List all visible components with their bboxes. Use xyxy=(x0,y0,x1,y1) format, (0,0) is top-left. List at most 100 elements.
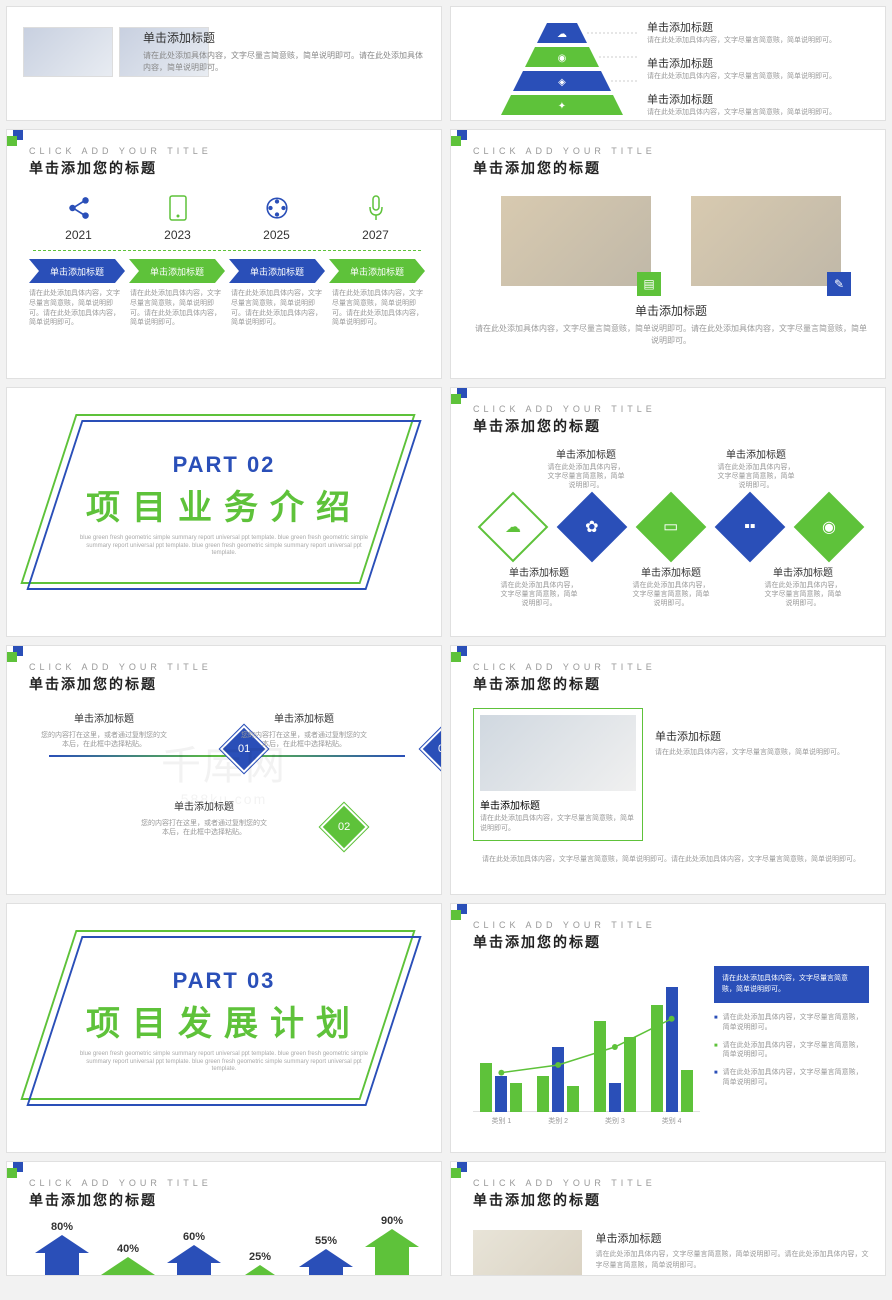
slide-title: 单击添加您的标题 xyxy=(29,1190,425,1210)
pct-arrow: 90% xyxy=(365,1229,419,1276)
item-desc: 请在此处添加具体内容，文字尽量言简意赅，简单说明即可。 xyxy=(655,748,869,758)
item-desc: 您的内容打在这里，或者通过复制您的文本后，在此框中选择粘贴。 xyxy=(239,731,369,749)
item-title: 单击添加标题 xyxy=(499,564,579,579)
user-icon: ◉ xyxy=(822,517,836,537)
bar xyxy=(537,1076,549,1112)
slide-arrow-pct: CLICK ADD YOUR TITLE 单击添加您的标题 80% 40% 60… xyxy=(6,1161,442,1276)
legend-item: 请在此处添加具体内容，文字尽量言简意赅，简单说明即可。 xyxy=(714,1068,869,1088)
svg-text:◈: ◈ xyxy=(558,77,566,88)
item-desc: 请在此处添加具体内容，文字尽量言简意赅，简单说明即可。 xyxy=(499,581,579,608)
bar xyxy=(624,1037,636,1112)
mic-icon xyxy=(331,194,421,222)
legend-item: 请在此处添加具体内容，文字尽量言简意赅，简单说明即可。 xyxy=(714,1041,869,1061)
item-title: 单击添加标题 xyxy=(716,446,796,461)
bar-chart: 类别 1 类别 2 类别 3 类别 4 xyxy=(473,966,700,1126)
slide-grid: 单击添加标题 请在此处添加具体内容，文字尽量言简意赅，简单说明即可。请在此处添加… xyxy=(6,6,886,1276)
bar xyxy=(594,1021,606,1112)
bar xyxy=(510,1083,522,1112)
bar xyxy=(666,987,678,1112)
part-title: 项目业务介绍 xyxy=(86,480,362,529)
pct-arrow: 60% xyxy=(167,1245,221,1276)
arrow-tag: 单击添加标题 xyxy=(129,259,225,283)
slide-bar-chart: CLICK ADD YOUR TITLE 单击添加您的标题 类别 1 类别 2 … xyxy=(450,903,886,1153)
x-label: 类别 2 xyxy=(548,1116,568,1126)
image-box: 单击添加标题 请在此处添加具体内容，文字尽量言简意赅，简单说明即可。 xyxy=(473,708,643,841)
edit-icon: ✎ xyxy=(827,272,851,296)
pct-arrow: 80% xyxy=(35,1235,89,1276)
item-desc: 请在此处添加具体内容，文字尽量言简意赅，简单说明即可。请在此处添加具体内容，文字… xyxy=(473,323,869,347)
item-title: 单击添加标题 xyxy=(596,1230,869,1246)
arrow-tag: 单击添加标题 xyxy=(29,259,125,283)
item-desc: 您的内容打在这里，或者通过复制您的文本后，在此框中选择粘贴。 xyxy=(39,731,169,749)
x-label: 类别 3 xyxy=(605,1116,625,1126)
kicker: CLICK ADD YOUR TITLE xyxy=(29,662,425,672)
kicker: CLICK ADD YOUR TITLE xyxy=(473,662,869,672)
bar xyxy=(495,1076,507,1112)
arrow-tags: 单击添加标题 单击添加标题 单击添加标题 单击添加标题 xyxy=(29,259,425,283)
item-desc: 请在此处添加具体内容，文字尽量言简意赅，简单说明即可。 xyxy=(647,107,869,117)
x-label: 类别 1 xyxy=(491,1116,511,1126)
pct-arrow: 55% xyxy=(299,1249,353,1276)
bar xyxy=(567,1086,579,1112)
diamond-row: ☁ ✿ ▭ ▪▪ ◉ xyxy=(473,502,869,552)
part-title: 项目发展计划 xyxy=(86,996,362,1045)
step-num: 02 xyxy=(338,821,350,833)
bar xyxy=(681,1070,693,1112)
chat-icon: ▪▪ xyxy=(744,518,755,536)
slide-timeline: CLICK ADD YOUR TITLE 单击添加您的标题 2021 2023 … xyxy=(6,129,442,379)
kicker: CLICK ADD YOUR TITLE xyxy=(473,404,869,414)
pct-arrow: 40% xyxy=(101,1257,155,1276)
svg-text:◉: ◉ xyxy=(558,53,567,64)
slide-part-03: PART 03 项目发展计划 blue green fresh geometri… xyxy=(6,903,442,1153)
item-desc: 请在此处添加具体内容，文字尽量言简意赅，简单说明即可。请在此处添加具体内容，简单… xyxy=(143,50,425,74)
slide-title: 单击添加您的标题 xyxy=(473,158,869,178)
bar xyxy=(651,1005,663,1112)
x-label: 类别 4 xyxy=(662,1116,682,1126)
item-desc: 您的内容打在这里，或者通过复制您的文本后，在此框中选择粘贴。 xyxy=(139,819,269,837)
step-num: 03 xyxy=(438,743,442,755)
item-desc: 请在此处添加具体内容，文字尽量言简意赅，简单说明即可。 xyxy=(716,463,796,490)
chart-legend: 请在此处添加具体内容，文字尽量言简意赅，简单说明即可。 请在此处添加具体内容，文… xyxy=(714,966,869,1126)
pyramid-diagram: ☁ ◉ ◈ ✦ xyxy=(487,23,637,113)
placeholder-image xyxy=(23,27,113,77)
item-desc: 请在此处添加具体内容，文字尽量言简意赅，简单说明即可。请在此处添加具体内容，文字… xyxy=(596,1250,869,1271)
item-desc: 请在此处添加具体内容，文字尽量言简意赅，简单说明即可。 xyxy=(647,35,869,45)
placeholder-image xyxy=(473,1230,582,1276)
kicker: CLICK ADD YOUR TITLE xyxy=(473,1178,869,1188)
slide-title: 单击添加您的标题 xyxy=(473,674,869,694)
slide-diamonds: CLICK ADD YOUR TITLE 单击添加您的标题 单击添加标题请在此处… xyxy=(450,387,886,637)
chat-icon: ▤ xyxy=(637,272,661,296)
item-title: 单击添加标题 xyxy=(143,29,425,46)
part-number: PART 03 xyxy=(173,968,276,994)
item-title: 单击添加标题 xyxy=(647,19,869,35)
placeholder-image xyxy=(480,715,636,791)
slide-title: 单击添加您的标题 xyxy=(29,674,425,694)
arrow-percentage-row: 80% 40% 60% 25% 55% 90% xyxy=(29,1230,425,1276)
item-desc: 请在此处添加具体内容，文字尽量言简意赅，简单说明即可。 xyxy=(546,463,626,490)
slide-part-02: PART 02 项目业务介绍 blue green fresh geometri… xyxy=(6,387,442,637)
item-desc: 请在此处添加具体内容，文字尽量言简意赅，简单说明即可。请在此处添加具体内容，简单… xyxy=(130,289,223,328)
timeline-row: 2021 2023 2025 2027 xyxy=(29,194,425,242)
slide-two-images: CLICK ADD YOUR TITLE 单击添加您的标题 ▤ ✎ 单击添加标题… xyxy=(450,129,886,379)
pct-arrow: 25% xyxy=(233,1265,287,1276)
item-desc: 请在此处添加具体内容，文字尽量言简意赅，简单说明即可。请在此处添加具体内容，简单… xyxy=(231,289,324,328)
svg-text:☁: ☁ xyxy=(557,29,567,40)
legend-highlight: 请在此处添加具体内容，文字尽量言简意赅，简单说明即可。 xyxy=(714,966,869,1003)
footer-text: 请在此处添加具体内容，文字尽量言简意赅，简单说明即可。请在此处添加具体内容，文字… xyxy=(473,855,869,866)
slide-1-left: 单击添加标题 请在此处添加具体内容，文字尽量言简意赅，简单说明即可。请在此处添加… xyxy=(6,6,442,121)
film-icon xyxy=(232,194,322,222)
item-desc: 请在此处添加具体内容，文字尽量言简意赅，简单说明即可。 xyxy=(647,71,869,81)
placeholder-image: ▤ xyxy=(501,196,651,286)
part-subtitle: blue green fresh geometric simple summar… xyxy=(74,1051,374,1074)
item-title: 单击添加标题 xyxy=(763,564,843,579)
bar xyxy=(480,1063,492,1112)
item-title: 单击添加标题 xyxy=(647,55,869,71)
kicker: CLICK ADD YOUR TITLE xyxy=(29,1178,425,1188)
item-desc: 请在此处添加具体内容，文字尽量言简意赅，简单说明即可。 xyxy=(480,814,636,834)
item-title: 单击添加标题 xyxy=(39,710,169,725)
item-title: 单击添加标题 xyxy=(655,728,869,744)
phone-icon xyxy=(133,194,223,222)
item-title: 单击添加标题 xyxy=(647,91,869,107)
share-icon xyxy=(34,194,124,222)
item-title: 单击添加标题 xyxy=(239,710,369,725)
